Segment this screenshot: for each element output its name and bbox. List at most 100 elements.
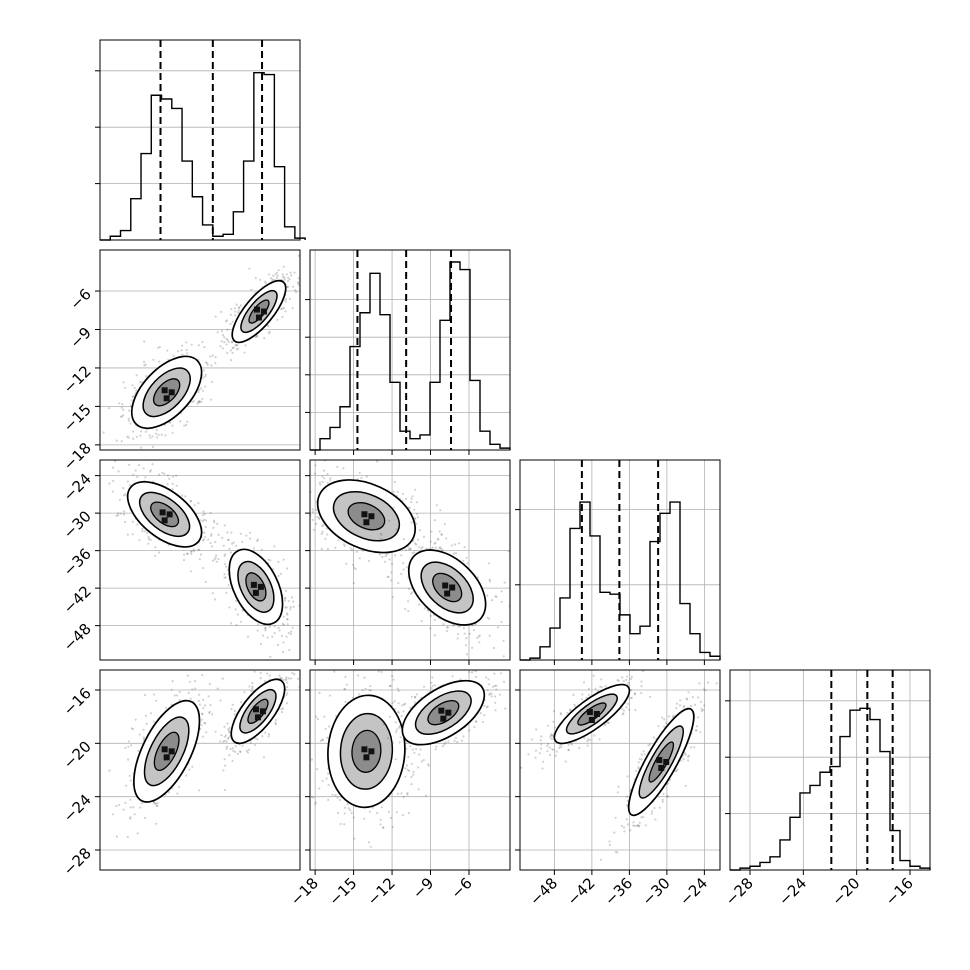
scatter-point <box>232 541 235 544</box>
scatter-point <box>394 721 397 724</box>
scatter-point <box>409 706 412 709</box>
scatter-point <box>281 315 284 319</box>
scatter-point <box>626 803 629 807</box>
scatter-point <box>608 840 611 843</box>
scatter-point <box>214 540 217 544</box>
scatter-point <box>693 703 697 706</box>
scatter-point <box>188 680 192 683</box>
scatter-point <box>496 662 498 664</box>
scatter-point <box>587 687 591 691</box>
scatter-point <box>144 430 147 433</box>
hist-panel-p3 <box>725 669 931 871</box>
scatter-point <box>287 631 290 635</box>
scatter-point <box>476 636 479 640</box>
scatter-point <box>145 722 148 726</box>
scatter-point <box>685 697 688 700</box>
scatter-point <box>418 546 421 549</box>
scatter-point <box>457 542 461 545</box>
scatter-point <box>402 568 405 571</box>
scatter-point <box>379 532 382 535</box>
hist-frame-p3 <box>729 669 931 871</box>
scatter-point <box>322 469 325 472</box>
scatter-point <box>414 518 417 521</box>
scatter-point <box>321 739 324 742</box>
scatter-point <box>386 575 389 579</box>
scatter-point <box>496 626 499 629</box>
scatter-point <box>268 273 271 276</box>
scatter-point <box>153 455 155 457</box>
scatter-point <box>202 510 205 513</box>
scatter-point <box>142 737 145 741</box>
scatter-point <box>241 609 244 612</box>
scatter-point <box>339 822 342 826</box>
scatter-point <box>401 492 404 495</box>
scatter-point <box>588 738 592 742</box>
scatter-point <box>286 279 290 283</box>
scatter-point <box>568 709 572 712</box>
scatter-point <box>715 682 718 685</box>
scatter-point <box>488 617 491 620</box>
scatter-point <box>503 581 506 584</box>
scatter-point <box>488 693 491 696</box>
scatter-point <box>189 499 192 503</box>
scatter-point <box>229 551 232 554</box>
pair-content <box>520 670 720 870</box>
scatter-point <box>151 435 154 438</box>
scatter-point <box>322 523 325 527</box>
density-peak-cell <box>361 511 368 518</box>
scatter-point <box>127 419 130 422</box>
scatter-point <box>304 609 306 611</box>
scatter-point <box>502 680 506 684</box>
scatter-point <box>546 744 549 747</box>
scatter-point <box>502 655 505 658</box>
scatter-point <box>318 481 321 484</box>
scatter-point <box>687 759 690 762</box>
scatter-point <box>235 599 238 603</box>
scatter-point <box>138 733 141 736</box>
scatter-point <box>107 407 111 410</box>
scatter-point <box>321 530 324 534</box>
scatter-point <box>397 702 400 705</box>
scatter-point <box>312 796 315 799</box>
scatter-point <box>437 538 440 541</box>
scatter-point <box>326 481 329 484</box>
scatter-point <box>416 516 419 519</box>
scatter-point <box>133 813 136 816</box>
scatter-point <box>214 356 217 359</box>
scatter-point <box>239 620 243 623</box>
scatter-point <box>550 738 554 741</box>
scatter-point <box>700 707 703 710</box>
density-peak-cell <box>168 389 175 396</box>
scatter-point <box>285 612 288 615</box>
scatter-point <box>267 558 270 561</box>
scatter-point <box>622 709 626 712</box>
scatter-point <box>192 400 195 403</box>
scatter-point <box>143 530 146 533</box>
scatter-point <box>214 315 217 318</box>
scatter-point <box>604 685 607 688</box>
scatter-point <box>477 635 480 638</box>
scatter-point <box>142 728 145 731</box>
scatter-point <box>254 737 257 740</box>
scatter-point <box>129 422 132 425</box>
scatter-point <box>132 437 135 440</box>
scatter-point <box>222 740 225 743</box>
scatter-point <box>369 689 372 692</box>
scatter-point <box>691 696 694 699</box>
scatter-point <box>286 686 289 689</box>
scatter-point <box>382 826 385 829</box>
scatter-point <box>158 345 161 349</box>
density-peak-cell <box>368 513 375 520</box>
scatter-point <box>379 665 381 667</box>
scatter-point <box>126 480 129 483</box>
scatter-point <box>468 729 471 732</box>
scatter-point <box>500 590 503 593</box>
scatter-point <box>211 592 214 595</box>
scatter-point <box>429 540 432 543</box>
scatter-point <box>363 676 366 679</box>
scatter-point <box>149 712 152 715</box>
scatter-point <box>210 533 213 536</box>
scatter-point <box>230 340 234 343</box>
scatter-point <box>227 340 230 343</box>
scatter-point <box>304 494 306 496</box>
